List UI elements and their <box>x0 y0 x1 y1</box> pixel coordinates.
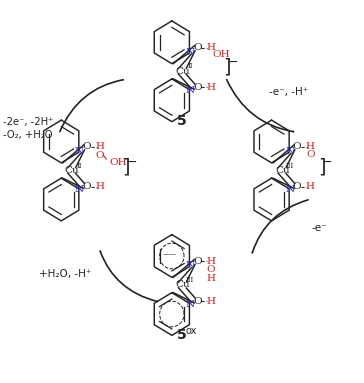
Text: Cu: Cu <box>275 166 290 175</box>
Text: -2e⁻, -2H⁺: -2e⁻, -2H⁺ <box>3 117 53 127</box>
Text: O: O <box>82 142 91 151</box>
Text: +H₂O, -H⁺: +H₂O, -H⁺ <box>39 268 91 278</box>
Text: H: H <box>206 296 215 306</box>
Text: Cu: Cu <box>65 166 79 175</box>
FancyArrowPatch shape <box>227 80 293 132</box>
Text: II: II <box>77 162 82 170</box>
Text: H: H <box>206 257 215 266</box>
Text: -e⁻, -H⁺: -e⁻, -H⁺ <box>269 87 309 97</box>
Text: ox: ox <box>185 326 197 336</box>
Text: O: O <box>193 83 202 92</box>
Text: N: N <box>186 86 195 95</box>
Text: ——: —— <box>163 252 177 257</box>
Text: O: O <box>82 182 91 191</box>
Text: N: N <box>285 185 294 194</box>
Text: H: H <box>95 142 104 151</box>
Text: Cu: Cu <box>175 280 190 290</box>
Text: H: H <box>206 83 215 92</box>
Text: -e⁻: -e⁻ <box>312 223 328 233</box>
Text: 5: 5 <box>177 327 187 342</box>
Text: ]: ] <box>122 157 130 176</box>
Text: O: O <box>95 151 104 160</box>
Text: N: N <box>75 147 84 156</box>
Text: H: H <box>95 182 104 191</box>
Text: II: II <box>187 62 193 70</box>
Text: -O₂, +H₂O: -O₂, +H₂O <box>3 130 52 141</box>
Text: N: N <box>186 262 195 270</box>
Text: 5: 5 <box>177 114 187 128</box>
FancyArrowPatch shape <box>100 251 158 301</box>
Text: −: − <box>322 155 333 169</box>
Text: H: H <box>206 43 215 52</box>
Text: N: N <box>186 300 195 309</box>
Text: N: N <box>75 185 84 194</box>
Text: III: III <box>186 276 194 284</box>
Text: O: O <box>193 43 202 52</box>
Text: H: H <box>306 142 315 151</box>
Text: H: H <box>306 182 315 191</box>
Text: O: O <box>293 182 301 191</box>
FancyArrowPatch shape <box>60 80 123 132</box>
Text: III: III <box>286 162 294 170</box>
Text: O: O <box>293 142 301 151</box>
Text: OH: OH <box>110 158 127 167</box>
Text: ]: ] <box>318 157 325 176</box>
Text: OH: OH <box>213 50 230 59</box>
Text: O: O <box>193 296 202 306</box>
Text: −: − <box>126 155 137 169</box>
Text: −: − <box>228 56 238 69</box>
Text: N: N <box>285 147 294 156</box>
Text: ]: ] <box>223 58 231 77</box>
Text: O: O <box>306 150 315 159</box>
Text: H: H <box>206 273 215 283</box>
Text: O: O <box>193 257 202 266</box>
Text: O: O <box>206 265 215 274</box>
FancyArrowPatch shape <box>252 200 308 253</box>
Text: N: N <box>186 48 195 57</box>
Text: Cu: Cu <box>175 67 190 76</box>
